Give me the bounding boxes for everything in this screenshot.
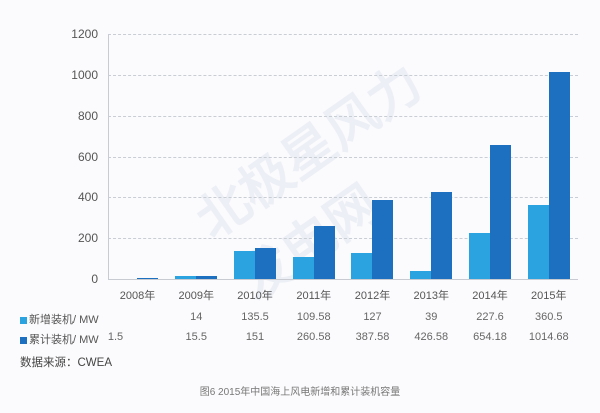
gridline (108, 34, 578, 35)
bar-cumulative-capacity (548, 71, 570, 279)
table-cell: 1.5 (107, 331, 124, 343)
y-tick-label: 800 (77, 108, 98, 123)
x-tick-label: 2008年 (119, 290, 156, 302)
legend-label: 新增装机/ MW (29, 314, 99, 326)
table-cell: 360.5 (534, 311, 563, 323)
bar-cumulative-capacity (489, 145, 511, 279)
bar-new-capacity (175, 276, 197, 279)
table-cell: 127 (363, 311, 382, 323)
x-tick-label: 2014年 (472, 290, 508, 302)
table-cell: 109.58 (296, 311, 331, 323)
bar-cumulative-capacity (137, 278, 159, 279)
y-tick-label: 1000 (71, 67, 98, 82)
watermark: 北极星风力发电网 (186, 53, 433, 312)
table-cell: 1014.68 (528, 331, 569, 343)
gridline (108, 238, 578, 240)
x-tick-label: 2011年 (296, 290, 332, 302)
table-cell: 39 (425, 311, 438, 323)
bar-cumulative-capacity (196, 275, 218, 279)
gridline (108, 74, 578, 76)
table-cell: 227.6 (476, 311, 504, 323)
x-tick-label: 2013年 (413, 290, 449, 302)
gridline (108, 197, 578, 199)
y-tick-label: 0 (91, 272, 98, 286)
y-tick-label: 1200 (71, 27, 98, 41)
table-cell: 387.58 (355, 331, 390, 343)
x-tick-label: 2012年 (354, 290, 391, 302)
bar-cumulative-capacity (372, 199, 394, 279)
bar-new-capacity (292, 256, 314, 279)
bar-cumulative-capacity (431, 191, 453, 279)
legend-row: 累计装机/ MW (20, 331, 99, 347)
legend-swatch (20, 316, 27, 324)
bar-new-capacity (233, 251, 255, 279)
y-tick-label: 600 (77, 149, 98, 164)
y-tick-label: 400 (77, 190, 98, 205)
table-cell: 654.18 (473, 331, 507, 343)
legend-label: 累计装机/ MW (29, 334, 99, 346)
x-tick-label: 2009年 (178, 290, 214, 302)
bar-new-capacity (351, 253, 373, 279)
y-tick-label: 200 (77, 231, 98, 246)
table-cell: 135.5 (241, 311, 269, 323)
table-cell: 260.58 (296, 331, 331, 343)
gridline (108, 156, 578, 158)
table-cell: 14 (190, 311, 203, 323)
data-source: 数据来源：CWEA (20, 357, 112, 369)
legend-row: 新增装机/ MW (20, 311, 99, 327)
table-cell: 15.5 (185, 331, 207, 343)
bar-cumulative-capacity (313, 225, 335, 279)
bar-new-capacity (468, 232, 490, 279)
table-cell: 151 (245, 331, 265, 343)
legend-swatch (20, 336, 27, 344)
x-tick-label: 2010年 (237, 290, 273, 302)
table-cell: 426.58 (414, 331, 449, 343)
gridline (108, 115, 578, 117)
bar-new-capacity (527, 205, 549, 279)
bar-cumulative-capacity (254, 248, 276, 279)
x-axis (108, 279, 578, 280)
figure-caption: 图6 2015年中国海上风电新增和累计装机容量 (199, 387, 401, 398)
x-tick-label: 2015年 (531, 290, 567, 302)
bar-new-capacity (410, 271, 432, 279)
